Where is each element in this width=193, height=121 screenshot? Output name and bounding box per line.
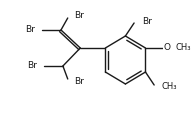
Text: Br: Br: [74, 11, 84, 20]
Text: Br: Br: [25, 26, 35, 34]
Text: Br: Br: [27, 61, 37, 71]
Text: CH₃: CH₃: [162, 82, 177, 91]
Text: Br: Br: [74, 76, 84, 86]
Text: CH₃: CH₃: [175, 44, 191, 53]
Text: Br: Br: [142, 16, 152, 26]
Text: O: O: [163, 44, 170, 53]
